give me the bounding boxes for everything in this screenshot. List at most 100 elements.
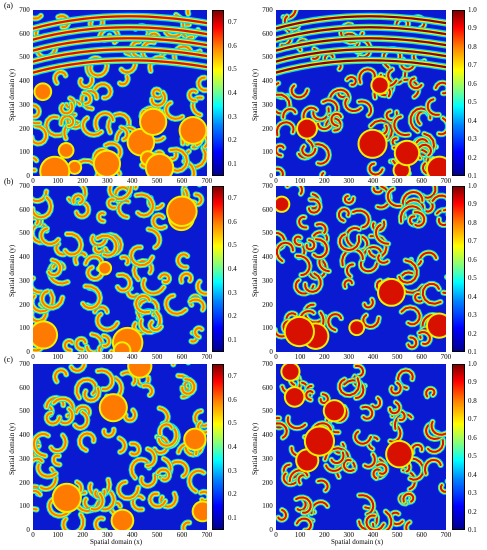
spiral-core (124, 409, 137, 422)
colorbar-tick-label: 0.3 (228, 466, 237, 475)
colorbar-tick-label: 0.9 (468, 24, 477, 33)
spiral-core (152, 88, 163, 99)
spiral-core (398, 410, 406, 422)
spiral-core (430, 420, 446, 436)
y-tick-label: 700 (19, 182, 30, 190)
colorbar-tick-label: 0.5 (468, 274, 477, 283)
spiral-core (276, 416, 284, 429)
y-tick-label: 700 (262, 360, 273, 368)
x-tick-label: 300 (102, 353, 113, 361)
spiral-core (135, 193, 154, 217)
x-tick-label: 400 (367, 177, 379, 185)
spiral-core (33, 290, 54, 313)
y-tick-label: 300 (262, 100, 273, 109)
spiral-core (33, 121, 41, 125)
spiral-core (398, 259, 418, 284)
spiral-core (130, 442, 140, 456)
spiral-core (90, 492, 104, 511)
spiral-core (102, 334, 111, 347)
spiral-core (94, 83, 112, 99)
heatmap-svg (276, 10, 446, 176)
spiral-core (194, 327, 203, 338)
spiral-core (357, 100, 373, 117)
wave-front-core (33, 15, 207, 30)
colorbar-tick-label: 0.5 (228, 419, 237, 428)
heatmap-svg (33, 186, 207, 352)
spiral-core (142, 384, 153, 397)
colorbar (212, 10, 224, 176)
colorbar-tick-label: 0.3 (468, 311, 477, 320)
colorbar (452, 364, 465, 530)
x-tick-label: 400 (127, 353, 138, 361)
spiral-core (337, 91, 349, 99)
colorbar-tick-label: 0.9 (468, 378, 477, 387)
x-tick-label: 100 (52, 177, 63, 185)
spiral-core (424, 458, 442, 475)
y-tick-label: 400 (19, 253, 30, 262)
blob-core (324, 401, 344, 421)
x-tick-label: 500 (392, 353, 403, 361)
panel-label: (b) (4, 177, 14, 186)
spiral-core (33, 223, 48, 244)
spiral-core (409, 77, 423, 90)
y-tick-label: 200 (19, 124, 30, 133)
wave-front-core (276, 59, 446, 74)
blob-core (53, 484, 80, 512)
spiral-core (97, 212, 105, 223)
spiral-core (170, 460, 188, 478)
colorbar-tick-label: 0.3 (228, 112, 237, 121)
heatmap-svg (33, 364, 207, 530)
y-tick-label: 400 (19, 431, 30, 440)
x-tick-label: 700 (201, 353, 213, 361)
x-tick-label: 300 (343, 353, 354, 361)
x-tick-label: 600 (176, 353, 188, 361)
colorbar-tick-label: 0.2 (468, 329, 477, 338)
spiral-core (181, 378, 196, 395)
y-tick-label: 700 (262, 182, 273, 190)
pattern-group (276, 186, 446, 351)
spiral-core (362, 314, 380, 328)
spiral-core (343, 195, 355, 204)
spiral-core (33, 457, 43, 463)
spiral-core (386, 187, 402, 207)
blob-core (372, 77, 388, 93)
wave-front-core (276, 26, 446, 41)
spiral-core (276, 121, 295, 137)
spiral-core (94, 517, 107, 530)
spiral-core (354, 364, 365, 377)
colorbar (212, 186, 224, 352)
colorbar-tick-label: 0.1 (468, 172, 477, 180)
y-tick-label: 200 (262, 478, 273, 487)
colorbar-tick-label: 0.3 (468, 489, 477, 498)
spiral-core (276, 422, 288, 439)
spiral-core (402, 492, 415, 503)
blob-core (394, 163, 409, 176)
colorbar-tick-label: 0.1 (228, 336, 237, 345)
colorbar-tick-label: 1.0 (468, 6, 477, 14)
spiral-core (363, 453, 376, 468)
spiral-core (312, 143, 330, 165)
spiral-core (302, 106, 318, 120)
spiral-core (75, 337, 87, 351)
blob-core (59, 144, 73, 157)
spiral-core (33, 489, 42, 511)
y-tick-label: 500 (262, 53, 273, 62)
spiral-core (352, 209, 370, 229)
y-tick-label: 600 (19, 29, 30, 38)
spiral-core (342, 458, 355, 472)
colorbar-tick-label: 1.0 (468, 182, 477, 190)
colorbar-tick-label: 0.7 (468, 237, 477, 246)
spiral-core (324, 117, 342, 132)
x-axis-label: Spatial domain (x) (331, 538, 384, 546)
x-tick-label: 400 (367, 353, 379, 361)
spiral-core (33, 196, 53, 219)
spiral-core (330, 112, 342, 127)
colorbar-tick-label: 0.5 (468, 452, 477, 461)
heatmap-field (276, 364, 446, 530)
y-tick-label: 600 (262, 205, 273, 214)
spiral-core (393, 115, 410, 137)
spiral-core (337, 208, 350, 222)
colorbar-tick-label: 0.2 (468, 507, 477, 516)
spiral-core (150, 91, 166, 107)
spiral-core (78, 432, 95, 452)
